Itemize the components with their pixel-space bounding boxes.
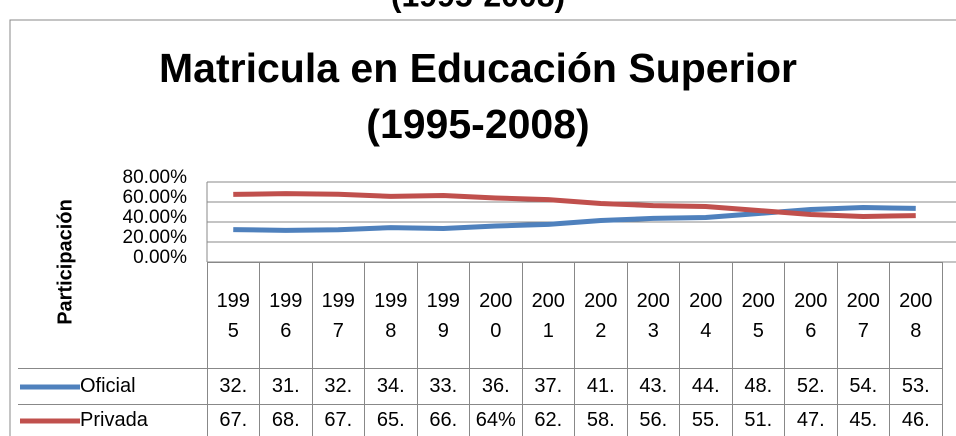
category-cell: 2004 [679, 262, 733, 369]
value-cell: 47. [784, 404, 838, 436]
value-cell: 64% [469, 404, 523, 436]
legend-icon [20, 418, 80, 424]
legend-cell: Oficial [18, 368, 208, 405]
legend-label: Privada [80, 409, 148, 431]
value-cell: 41. [574, 368, 628, 405]
value-cell: 32. [311, 368, 365, 405]
y-tick-label: 40.00% [123, 207, 188, 228]
blank-cell [18, 263, 207, 369]
chart-frame [9, 19, 956, 436]
value-cell: 56. [626, 404, 680, 436]
x-tick-label: 2002 [584, 289, 618, 342]
value-cell: 37. [521, 368, 575, 405]
value-cell: 54. [836, 368, 890, 405]
x-tick-label: 2007 [846, 289, 880, 342]
value-cell: 34. [364, 368, 418, 405]
value-cell: 67. [311, 404, 365, 436]
data-table: 1995 1996 1997 1998 1999 2000 2001 2002 2003 2004… [18, 262, 943, 436]
y-tick-label: 20.00% [123, 227, 188, 248]
value-cell: 44. [679, 368, 733, 405]
category-cell: 1999 [416, 262, 470, 369]
series-line [233, 191, 916, 219]
series-row: Oficial 32. 31. 32. 34. 33. 36. 37. 41. 43. 44. 48.… [18, 368, 943, 405]
category-cell: 2006 [784, 262, 838, 369]
x-tick-label: 2003 [636, 289, 670, 342]
value-cell: 32. [206, 368, 260, 405]
value-cell: 53. [889, 368, 943, 405]
x-tick-label: 1999 [426, 289, 460, 342]
legend-icon [20, 384, 80, 390]
value-cell: 65. [364, 404, 418, 436]
category-cell: 2008 [889, 262, 943, 369]
category-cell: 1996 [259, 262, 313, 369]
category-cell: 2002 [574, 262, 628, 369]
series-line [233, 205, 916, 233]
value-cell: 55. [679, 404, 733, 436]
value-cell: 51. [731, 404, 785, 436]
legend-cell: Privada [18, 404, 208, 436]
value-cell: 43. [626, 368, 680, 405]
title-box: Matricula en Educación Superior (1995-20… [159, 45, 797, 147]
value-cell: 67. [206, 404, 260, 436]
y-axis-label: Participación [54, 199, 76, 325]
series-row: Privada 67. 68. 67. 65. 66. 64% 62. 58. 56. 55. 51.… [18, 404, 943, 436]
x-tick-label: 2006 [794, 289, 828, 342]
category-cell: 1995 [206, 262, 260, 369]
category-cell: 1998 [364, 262, 418, 369]
value-cell: 68. [259, 404, 313, 436]
x-tick-label: 1997 [321, 289, 355, 342]
x-tick-label: 1995 [216, 289, 250, 342]
value-cell: 62. [521, 404, 575, 436]
category-cell: 1997 [311, 262, 365, 369]
value-cell: 36. [469, 368, 523, 405]
category-cell: 2005 [731, 262, 785, 369]
value-cell: 33. [416, 368, 470, 405]
x-tick-label: 2004 [689, 289, 723, 342]
header-fragment: (1995-2008) [391, 0, 565, 13]
value-cell: 46. [889, 404, 943, 436]
x-tick-label: 2005 [741, 289, 775, 342]
y-tick-label: 60.00% [123, 187, 188, 208]
x-tick-label: 2000 [479, 289, 513, 342]
value-cell: 31. [259, 368, 313, 405]
x-tick-label: 2008 [899, 289, 933, 342]
value-cell: 45. [836, 404, 890, 436]
value-cell: 52. [784, 368, 838, 405]
category-row: 1995 1996 1997 1998 1999 2000 2001 2002 2003 2004… [18, 262, 943, 369]
value-cell: 48. [731, 368, 785, 405]
category-cell: 2003 [626, 262, 680, 369]
category-cell: 2001 [521, 262, 575, 369]
legend-label: Oficial [80, 375, 136, 397]
y-tick-label: 0.00% [133, 247, 187, 268]
x-tick-label: 2001 [531, 289, 565, 342]
value-cell: 58. [574, 404, 628, 436]
category-cell: 2007 [836, 262, 890, 369]
chart-title: Matricula en Educación Superior (1995-20… [159, 45, 797, 147]
y-tick-label: 80.00% [123, 167, 188, 188]
x-tick-label: 1998 [374, 289, 408, 342]
category-cell: 2000 [469, 262, 523, 369]
x-tick-label: 1996 [269, 289, 303, 342]
value-cell: 66. [416, 404, 470, 436]
